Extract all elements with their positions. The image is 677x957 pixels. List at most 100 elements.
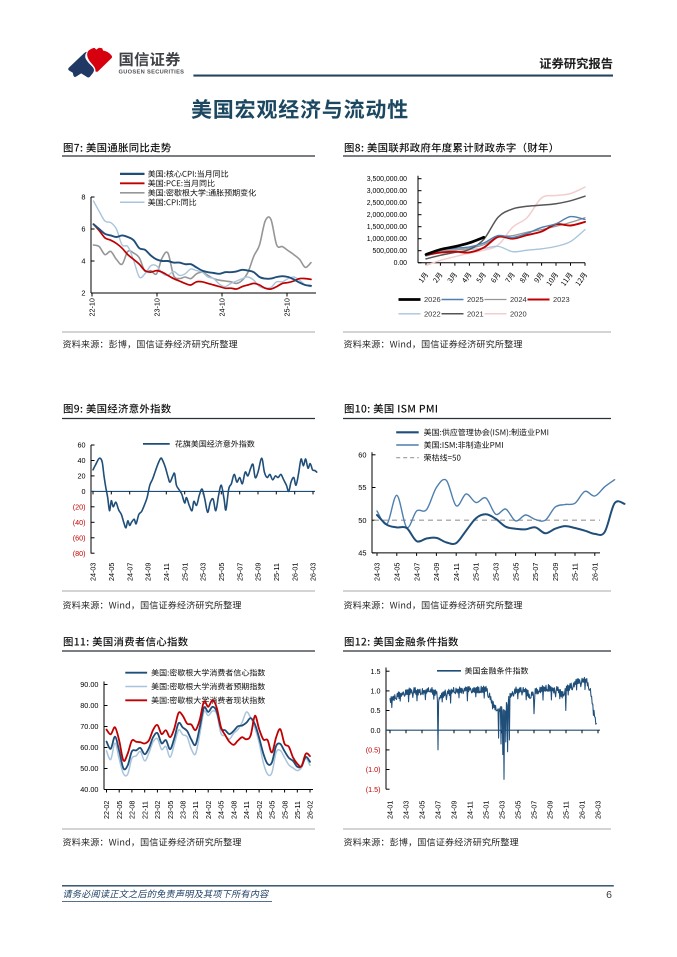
svg-text:(0.5): (0.5)	[366, 745, 381, 754]
svg-text:23-11: 23-11	[191, 801, 200, 819]
svg-text:24-05: 24-05	[107, 563, 116, 581]
svg-text:23-05: 23-05	[166, 801, 175, 819]
svg-text:2026: 2026	[424, 295, 441, 304]
svg-text:24-11: 24-11	[466, 801, 475, 819]
svg-text:24-08: 24-08	[229, 801, 238, 819]
svg-text:3,500,000.00: 3,500,000.00	[367, 176, 407, 183]
svg-text:40: 40	[78, 456, 86, 465]
svg-text:6: 6	[606, 889, 612, 901]
svg-text:(1.5): (1.5)	[366, 785, 381, 794]
svg-text:25-05: 25-05	[514, 801, 523, 819]
svg-text:2024: 2024	[510, 295, 527, 304]
svg-text:24-11: 24-11	[162, 563, 171, 581]
svg-text:24-03: 24-03	[402, 801, 411, 819]
svg-text:60: 60	[78, 441, 86, 450]
svg-text:24-07: 24-07	[434, 801, 443, 819]
svg-text:50: 50	[358, 516, 366, 525]
svg-text:25-03: 25-03	[199, 563, 208, 581]
svg-text:60: 60	[358, 450, 366, 459]
svg-text:90.00: 90.00	[80, 680, 98, 689]
svg-text:0.00: 0.00	[394, 260, 408, 267]
svg-text:8: 8	[81, 193, 85, 202]
svg-text:25-09: 25-09	[254, 563, 263, 581]
svg-text:23-02: 23-02	[153, 801, 162, 819]
svg-text:26-02: 26-02	[306, 801, 315, 819]
svg-text:70.00: 70.00	[80, 722, 98, 731]
svg-text:GUOSEN SECURITIES: GUOSEN SECURITIES	[119, 69, 185, 75]
svg-text:0.5: 0.5	[371, 706, 381, 715]
svg-text:25-07: 25-07	[235, 563, 244, 581]
svg-text:25-11: 25-11	[571, 563, 580, 581]
svg-text:45: 45	[358, 549, 366, 558]
svg-text:0: 0	[82, 487, 86, 496]
svg-text:60.00: 60.00	[80, 743, 98, 752]
svg-text:3,000,000.00: 3,000,000.00	[367, 188, 407, 195]
svg-text:26-03: 26-03	[309, 563, 318, 581]
svg-text:40.00: 40.00	[80, 785, 98, 794]
svg-text:25-07: 25-07	[530, 801, 539, 819]
svg-text:25-01: 25-01	[180, 563, 189, 581]
svg-text:26-01: 26-01	[578, 801, 587, 819]
svg-text:24-05: 24-05	[393, 563, 402, 581]
svg-text:(40): (40)	[73, 518, 86, 527]
svg-text:2,500,000.00: 2,500,000.00	[367, 200, 407, 207]
svg-text:(1.0): (1.0)	[366, 765, 381, 774]
svg-text:25-03: 25-03	[498, 801, 507, 819]
svg-text:22-10: 22-10	[88, 298, 97, 316]
svg-text:0.0: 0.0	[371, 726, 381, 735]
svg-text:22-02: 22-02	[102, 801, 111, 819]
svg-text:2020: 2020	[510, 310, 527, 319]
svg-text:24-09: 24-09	[432, 563, 441, 581]
svg-text:22-11: 22-11	[140, 801, 149, 819]
svg-text:80.00: 80.00	[80, 701, 98, 710]
svg-text:(20): (20)	[73, 502, 86, 511]
svg-text:2021: 2021	[467, 310, 484, 319]
svg-text:6: 6	[81, 225, 85, 234]
svg-text:2: 2	[81, 289, 85, 298]
svg-text:1.0: 1.0	[371, 686, 381, 695]
svg-text:4: 4	[81, 257, 85, 266]
svg-text:55: 55	[358, 483, 366, 492]
svg-text:(80): (80)	[73, 549, 86, 558]
svg-text:24-02: 24-02	[204, 801, 213, 819]
svg-text:20: 20	[78, 472, 86, 481]
svg-text:25-01: 25-01	[472, 563, 481, 581]
svg-text:25-05: 25-05	[511, 563, 520, 581]
svg-text:2025: 2025	[467, 295, 484, 304]
svg-text:24-09: 24-09	[144, 563, 153, 581]
svg-text:25-09: 25-09	[551, 563, 560, 581]
svg-text:23-08: 23-08	[179, 801, 188, 819]
svg-text:1,500,000.00: 1,500,000.00	[367, 224, 407, 231]
svg-text:25-03: 25-03	[492, 563, 501, 581]
svg-text:26-03: 26-03	[594, 801, 603, 819]
svg-text:24-07: 24-07	[412, 563, 421, 581]
svg-text:24-10: 24-10	[218, 298, 227, 316]
svg-text:25-07: 25-07	[531, 563, 540, 581]
svg-text:25-09: 25-09	[546, 801, 555, 819]
svg-text:25-11: 25-11	[272, 563, 281, 581]
svg-text:(60): (60)	[73, 533, 86, 542]
svg-text:50.00: 50.00	[80, 764, 98, 773]
svg-text:1.5: 1.5	[371, 667, 381, 676]
svg-text:24-03: 24-03	[373, 563, 382, 581]
svg-text:24-01: 24-01	[386, 801, 395, 819]
svg-text:25-11: 25-11	[562, 801, 571, 819]
svg-text:24-11: 24-11	[242, 801, 251, 819]
svg-text:24-11: 24-11	[452, 563, 461, 581]
svg-text:2022: 2022	[424, 310, 441, 319]
svg-text:24-03: 24-03	[89, 563, 98, 581]
svg-text:24-05: 24-05	[418, 801, 427, 819]
svg-text:2023: 2023	[553, 295, 570, 304]
svg-text:25-08: 25-08	[280, 801, 289, 819]
svg-text:25-10: 25-10	[283, 298, 292, 316]
svg-text:25-05: 25-05	[268, 801, 277, 819]
svg-text:1,000,000.00: 1,000,000.00	[367, 236, 407, 243]
svg-text:25-05: 25-05	[217, 563, 226, 581]
svg-text:23-10: 23-10	[153, 298, 162, 316]
svg-text:500,000.00: 500,000.00	[373, 248, 408, 255]
svg-text:26-01: 26-01	[290, 563, 299, 581]
svg-text:24-07: 24-07	[125, 563, 134, 581]
svg-text:22-05: 22-05	[115, 801, 124, 819]
svg-text:26-01: 26-01	[591, 563, 600, 581]
svg-text:25-01: 25-01	[482, 801, 491, 819]
